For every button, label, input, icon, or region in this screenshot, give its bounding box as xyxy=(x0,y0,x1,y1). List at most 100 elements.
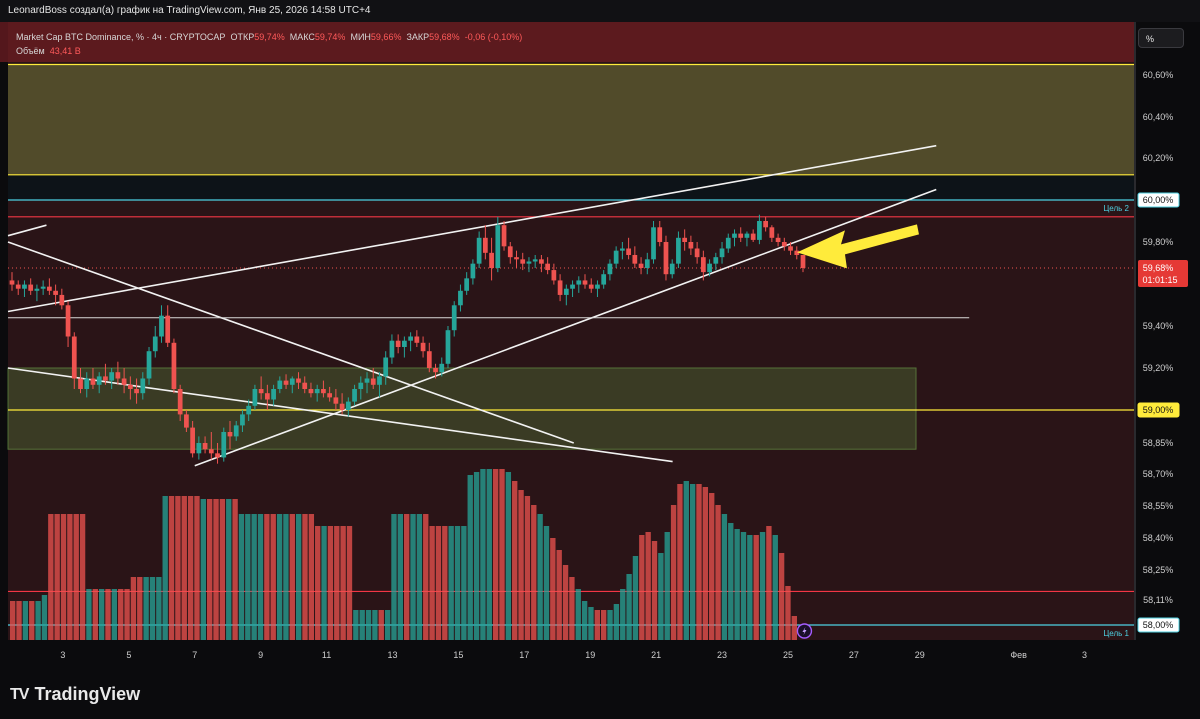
candle xyxy=(109,368,115,389)
candle xyxy=(495,216,501,273)
volume-bar xyxy=(187,496,194,640)
legend-interval: 4ч xyxy=(152,32,162,42)
candle xyxy=(420,336,426,358)
candle xyxy=(277,376,283,394)
candle xyxy=(377,372,382,398)
volume-bar xyxy=(302,514,308,640)
candle-body xyxy=(208,449,214,454)
candle xyxy=(84,372,90,398)
candle-body xyxy=(694,248,700,258)
candle xyxy=(258,376,264,400)
legend-row-ohlc: Market Cap BTC Dominance, % · 4ч · CRYPT… xyxy=(16,32,523,42)
level-tag xyxy=(1137,402,1180,418)
volume-bar xyxy=(518,490,524,640)
legend-symbol[interactable]: Market Cap BTC Dominance, % xyxy=(16,32,145,42)
volume-bar xyxy=(156,577,162,640)
candle-body xyxy=(545,263,551,271)
volume-bar xyxy=(575,589,581,640)
volume-bar xyxy=(22,601,29,640)
candle-body xyxy=(389,340,395,358)
candle xyxy=(638,257,644,275)
candle xyxy=(96,372,102,394)
candle-body xyxy=(638,263,644,268)
level-tag-label: 59,00% xyxy=(1143,405,1174,415)
candle-body xyxy=(676,237,681,264)
candle xyxy=(283,374,289,389)
candle-body xyxy=(788,246,793,251)
time-axis-label: 5 xyxy=(126,650,131,660)
volume-bar xyxy=(384,610,391,640)
candle-body xyxy=(339,403,345,410)
candle xyxy=(15,280,21,295)
candle xyxy=(252,384,258,410)
time-axis-label: 25 xyxy=(783,650,793,660)
candle xyxy=(794,246,800,260)
candle-body xyxy=(233,425,239,437)
candle xyxy=(53,284,58,306)
candle xyxy=(707,259,712,277)
volume-bar xyxy=(207,499,213,640)
candle-body xyxy=(501,225,507,247)
candle-body xyxy=(352,389,357,402)
candle-body xyxy=(713,257,719,264)
time-axis-label: 7 xyxy=(192,650,197,660)
candle-body xyxy=(84,378,90,389)
legend-exchange: CRYPTOCAP xyxy=(169,32,226,42)
candle-body xyxy=(607,263,613,275)
candle-body xyxy=(445,330,451,364)
volume-bar xyxy=(442,526,448,640)
volume-bar xyxy=(772,535,778,640)
candle-body xyxy=(146,351,152,379)
candle xyxy=(90,368,96,389)
tradingview-logo[interactable]: TV TradingView xyxy=(10,684,140,705)
candle-body xyxy=(775,237,781,242)
volume-bar xyxy=(677,484,683,640)
volume-bar xyxy=(721,514,728,640)
volume-bar xyxy=(747,535,753,640)
candle-body xyxy=(252,389,258,406)
volume-bar xyxy=(550,538,556,640)
legend-low-value: 59,66% xyxy=(370,32,402,42)
volume-bar xyxy=(238,514,245,640)
candle-body xyxy=(152,336,158,352)
snapshot-title: LeonardBoss создал(а) график на TradingV… xyxy=(8,5,371,16)
candle-body xyxy=(626,248,631,255)
volume-bar xyxy=(702,487,709,640)
price-axis-label: 58,11% xyxy=(1143,595,1173,605)
candle xyxy=(140,372,146,400)
candle xyxy=(570,280,575,297)
candle-body xyxy=(34,288,40,291)
time-axis-label: 3 xyxy=(1082,650,1087,660)
annotation-arrow-icon xyxy=(796,224,919,269)
price-unit-button[interactable]: % xyxy=(1138,28,1184,48)
candle xyxy=(464,272,470,295)
candle-body xyxy=(794,250,800,255)
candle xyxy=(9,272,15,291)
volume-bar xyxy=(404,514,410,640)
price-chart[interactable]: 60,60% 60,40% 60,20% 59,80% 59,40% 59,20% 58,8… xyxy=(0,0,1200,668)
candle xyxy=(202,436,208,454)
volume-bar xyxy=(473,472,480,640)
chart-legend: Market Cap BTC Dominance, % · 4ч · CRYPT… xyxy=(16,31,522,57)
candle-body xyxy=(240,414,245,426)
volume-bar xyxy=(149,577,156,640)
volume-bar xyxy=(785,586,791,640)
volume-bar xyxy=(467,475,473,640)
volume-bar xyxy=(645,532,651,640)
price-axis-label: 60,40% xyxy=(1143,112,1174,122)
volume-bar xyxy=(41,595,48,640)
axis-separator xyxy=(1134,22,1136,640)
volume-bar xyxy=(378,610,384,640)
snapshot-header: LeonardBoss создал(а) график на TradingV… xyxy=(0,0,1200,22)
volume-bar xyxy=(658,553,664,640)
candle-body xyxy=(620,248,625,251)
volume-bar xyxy=(556,550,562,640)
candle-body xyxy=(159,315,164,337)
candle xyxy=(507,242,513,264)
candle xyxy=(127,376,133,400)
candle-body xyxy=(121,378,127,385)
candle xyxy=(582,274,588,289)
volume-bar xyxy=(130,577,137,640)
legend-volume-label[interactable]: Объём xyxy=(16,46,45,56)
candle xyxy=(757,214,762,245)
